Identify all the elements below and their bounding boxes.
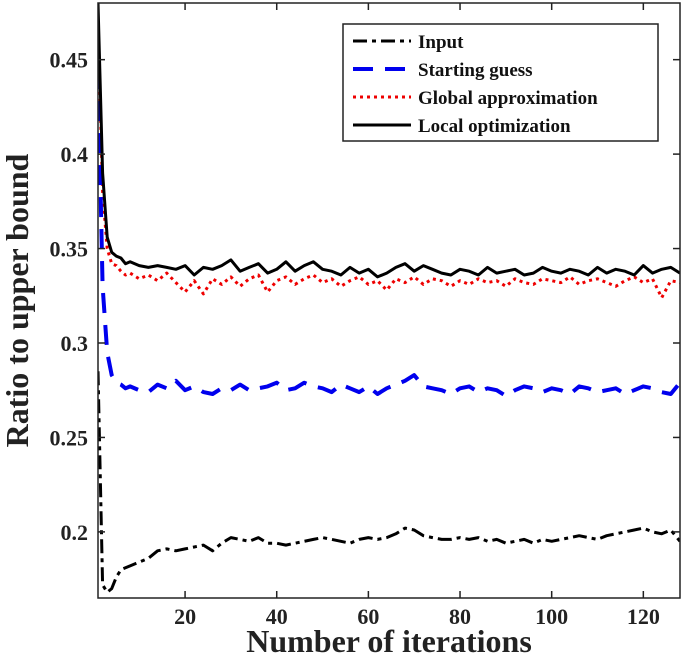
legend-label-global-approximation: Global approximation [418, 88, 598, 109]
legend-label-starting-guess: Starting guess [418, 60, 533, 81]
series-line-local-optimization [98, 3, 680, 279]
legend-label-input: Input [418, 32, 464, 53]
series-line-global-approximation [98, 21, 680, 300]
legend-label-local-optimization: Local optimization [418, 116, 571, 137]
x-tick-label: 120 [627, 604, 660, 629]
x-tick-label: 80 [449, 604, 471, 629]
y-tick-label: 0.3 [61, 331, 89, 356]
x-tick-label: 20 [174, 604, 196, 629]
x-axis: 20 40 60 80 100 120 [174, 3, 660, 629]
x-tick-label: 100 [535, 604, 568, 629]
x-axis-title: Number of iterations [246, 623, 532, 659]
x-tick-label: 60 [357, 604, 379, 629]
y-tick-label: 0.4 [61, 142, 89, 167]
y-tick-label: 0.25 [50, 425, 89, 450]
series-layer [98, 3, 680, 594]
y-tick-label: 0.2 [61, 520, 89, 545]
y-tick-label: 0.35 [50, 237, 89, 262]
y-tick-label: 0.45 [50, 48, 89, 73]
x-tick-label: 40 [266, 604, 288, 629]
plot-frame [97, 2, 681, 599]
series-line-input [98, 371, 680, 594]
series-line-starting-guess [98, 69, 680, 398]
legend: Input Starting guess Global approximation L… [342, 23, 659, 142]
y-axis-title: Ratio to upper bound [0, 153, 35, 447]
y-axis: 0.2 0.25 0.3 0.35 0.4 0.45 [50, 48, 680, 545]
legend-box [342, 23, 659, 142]
